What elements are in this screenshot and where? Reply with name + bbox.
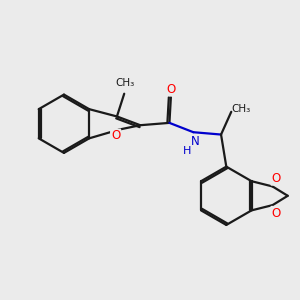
Text: O: O bbox=[272, 172, 281, 185]
Text: CH₃: CH₃ bbox=[115, 78, 134, 88]
Text: CH₃: CH₃ bbox=[232, 104, 251, 115]
Text: N: N bbox=[191, 135, 200, 148]
Text: O: O bbox=[272, 207, 281, 220]
Text: H: H bbox=[183, 146, 191, 156]
Text: O: O bbox=[166, 82, 176, 95]
Text: O: O bbox=[111, 130, 120, 142]
